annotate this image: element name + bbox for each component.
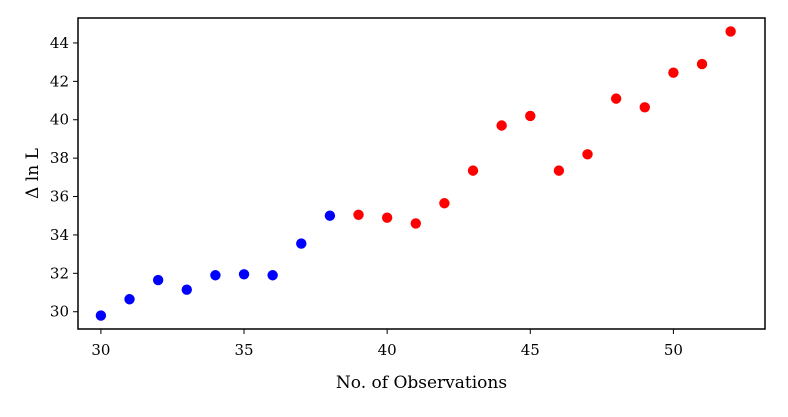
y-tick-label: 34 — [50, 226, 69, 244]
y-tick-label: 40 — [50, 111, 69, 129]
y-axis-title: Δ ln L — [23, 148, 43, 199]
data-point — [582, 149, 593, 160]
data-point — [324, 210, 336, 221]
data-point — [353, 209, 364, 220]
data-point — [496, 120, 507, 131]
x-tick-label: 50 — [664, 341, 683, 359]
data-point — [725, 26, 736, 37]
x-tick-label: 45 — [521, 341, 540, 359]
data-point — [668, 67, 679, 78]
data-points — [95, 26, 736, 321]
data-point — [124, 294, 135, 305]
axis-ticks: 30 35 40 45 50 30 32 34 36 38 40 42 44 — [50, 34, 683, 359]
y-tick-label: 36 — [50, 188, 69, 206]
data-point — [553, 165, 565, 176]
x-tick-label: 40 — [378, 341, 397, 359]
data-point — [410, 218, 421, 229]
data-point — [210, 270, 221, 281]
data-point — [439, 198, 450, 209]
x-axis-title: No. of Observations — [336, 373, 507, 393]
data-point — [296, 238, 307, 249]
x-tick-label: 30 — [91, 341, 110, 359]
data-point — [181, 284, 192, 295]
data-point — [696, 58, 708, 70]
data-point — [381, 212, 393, 223]
data-point — [238, 269, 250, 280]
plot-frame — [77, 17, 766, 330]
data-point — [639, 102, 650, 113]
data-point — [267, 270, 278, 281]
data-point — [95, 310, 107, 321]
data-point — [610, 93, 622, 104]
data-point — [525, 110, 536, 122]
y-tick-label: 30 — [50, 303, 69, 321]
y-tick-label: 42 — [50, 72, 69, 90]
y-tick-label: 32 — [50, 264, 69, 282]
x-tick-label: 35 — [234, 341, 253, 359]
data-point — [152, 274, 164, 286]
data-point — [467, 165, 479, 176]
y-tick-label: 44 — [50, 34, 69, 52]
y-tick-label: 38 — [50, 149, 69, 167]
